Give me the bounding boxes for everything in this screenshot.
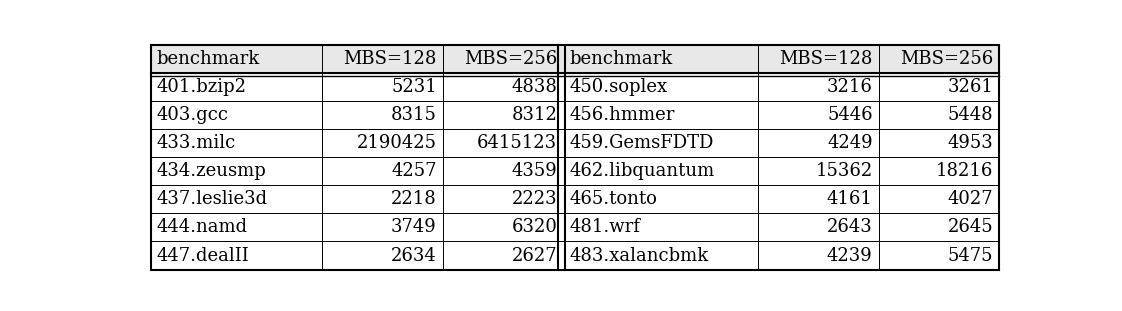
Text: 4953: 4953 xyxy=(947,134,993,152)
Text: 2643: 2643 xyxy=(827,218,873,236)
Text: 6320: 6320 xyxy=(512,218,558,236)
Text: 6415123: 6415123 xyxy=(477,134,558,152)
Text: 5448: 5448 xyxy=(948,106,993,124)
Text: 4838: 4838 xyxy=(512,78,558,96)
Text: MBS=128: MBS=128 xyxy=(780,49,873,67)
Text: 5231: 5231 xyxy=(390,78,436,96)
Text: 18216: 18216 xyxy=(936,162,993,180)
Text: 462.libquantum: 462.libquantum xyxy=(570,162,715,180)
Text: 4027: 4027 xyxy=(948,190,993,208)
Text: 450.soplex: 450.soplex xyxy=(570,78,668,96)
Text: 4239: 4239 xyxy=(827,247,873,265)
Text: 4359: 4359 xyxy=(512,162,558,180)
Text: 2645: 2645 xyxy=(948,218,993,236)
Text: 4257: 4257 xyxy=(392,162,436,180)
Text: 434.zeusmp: 434.zeusmp xyxy=(157,162,267,180)
Text: 481.wrf: 481.wrf xyxy=(570,218,641,236)
Text: 403.gcc: 403.gcc xyxy=(157,106,229,124)
Text: 8312: 8312 xyxy=(512,106,558,124)
Text: 2627: 2627 xyxy=(512,247,558,265)
Text: MBS=256: MBS=256 xyxy=(465,49,558,67)
Text: 437.leslie3d: 437.leslie3d xyxy=(157,190,268,208)
Text: 2634: 2634 xyxy=(390,247,436,265)
Text: 465.tonto: 465.tonto xyxy=(570,190,657,208)
Text: 459.GemsFDTD: 459.GemsFDTD xyxy=(570,134,714,152)
Text: 8315: 8315 xyxy=(390,106,436,124)
Text: 2223: 2223 xyxy=(512,190,558,208)
Text: 447.dealII: 447.dealII xyxy=(157,247,249,265)
Text: MBS=256: MBS=256 xyxy=(900,49,993,67)
Text: 5475: 5475 xyxy=(948,247,993,265)
Text: 444.namd: 444.namd xyxy=(157,218,248,236)
Text: 2218: 2218 xyxy=(390,190,436,208)
Text: 483.xalancbmk: 483.xalancbmk xyxy=(570,247,709,265)
Text: 15362: 15362 xyxy=(816,162,873,180)
Text: 3749: 3749 xyxy=(390,218,436,236)
Text: 433.milc: 433.milc xyxy=(157,134,236,152)
Text: MBS=128: MBS=128 xyxy=(343,49,436,67)
Text: benchmark: benchmark xyxy=(157,49,260,67)
Text: 456.hmmer: 456.hmmer xyxy=(570,106,675,124)
Text: 2190425: 2190425 xyxy=(357,134,436,152)
Text: benchmark: benchmark xyxy=(570,49,673,67)
Text: 401.bzip2: 401.bzip2 xyxy=(157,78,247,96)
Text: 4249: 4249 xyxy=(827,134,873,152)
Text: 5446: 5446 xyxy=(827,106,873,124)
Text: 4161: 4161 xyxy=(827,190,873,208)
Text: 3216: 3216 xyxy=(827,78,873,96)
Text: 3261: 3261 xyxy=(947,78,993,96)
